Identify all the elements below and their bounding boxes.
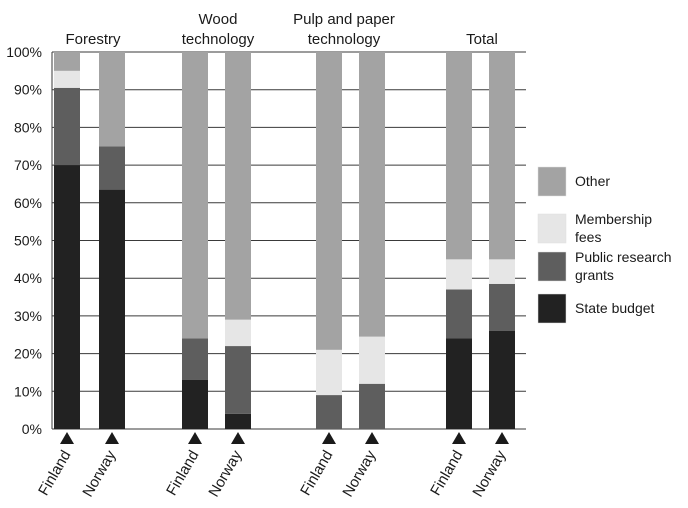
x-category-label: Finland xyxy=(427,448,466,499)
group-title: Total xyxy=(466,31,498,48)
y-tick-label: 50% xyxy=(14,233,42,249)
bar-segment-public-research-grants xyxy=(99,146,125,190)
bar-marker-triangle xyxy=(452,432,466,444)
group-title: Pulp and paper xyxy=(293,11,395,28)
bar-segment-membership-fees xyxy=(225,319,251,347)
bar-segment-membership-fees xyxy=(359,336,385,384)
y-tick-label: 30% xyxy=(14,308,42,324)
group-title: technology xyxy=(308,31,381,48)
group-title: Forestry xyxy=(65,31,121,48)
y-tick-label: 60% xyxy=(14,195,42,211)
bar-segment-membership-fees xyxy=(446,259,472,290)
bar-segment-other xyxy=(489,52,515,260)
bar-segment-other xyxy=(446,52,472,260)
bar-segment-state-budget xyxy=(225,413,251,429)
y-tick-label: 10% xyxy=(14,383,42,399)
legend-swatch-state-budget xyxy=(537,293,567,324)
x-category-label: Finland xyxy=(163,448,202,499)
x-category-label: Finland xyxy=(297,448,336,499)
x-category-label: Norway xyxy=(339,447,379,500)
bar-segment-public-research-grants xyxy=(225,346,251,414)
bar-segment-other xyxy=(225,52,251,320)
legend-swatch-membership-fees xyxy=(537,213,567,244)
bar-segment-public-research-grants xyxy=(316,395,342,429)
bar-segment-other xyxy=(359,52,385,337)
legend-label: Public research xyxy=(575,249,672,265)
bar-segment-public-research-grants xyxy=(54,87,80,166)
group-title: technology xyxy=(182,31,255,48)
y-tick-label: 40% xyxy=(14,270,42,286)
bar-segment-public-research-grants xyxy=(359,383,385,429)
bar-segment-public-research-grants xyxy=(446,289,472,339)
x-category-label: Norway xyxy=(205,447,245,500)
legend-swatch-public-research-grants xyxy=(537,251,567,282)
bar-segment-membership-fees xyxy=(489,259,515,284)
bar-marker-triangle xyxy=(105,432,119,444)
legend-label: Membership xyxy=(575,211,652,227)
legend-swatch-other xyxy=(537,166,567,197)
bar-segment-membership-fees xyxy=(54,70,80,88)
bar-segment-state-budget xyxy=(182,379,208,429)
bar-segment-other xyxy=(99,52,125,147)
group-title: Wood xyxy=(199,11,238,28)
x-category-label: Finland xyxy=(35,448,74,499)
bar-marker-triangle xyxy=(231,432,245,444)
bar-segment-public-research-grants xyxy=(182,338,208,380)
bar-marker-triangle xyxy=(322,432,336,444)
legend-label: fees xyxy=(575,229,601,245)
bar-segment-state-budget xyxy=(99,189,125,429)
bar-segment-public-research-grants xyxy=(489,283,515,331)
y-tick-label: 20% xyxy=(14,346,42,362)
bar-segment-state-budget xyxy=(489,330,515,429)
y-tick-label: 90% xyxy=(14,82,42,98)
legend-label: Other xyxy=(575,173,610,189)
bar-marker-triangle xyxy=(365,432,379,444)
y-tick-label: 80% xyxy=(14,119,42,135)
y-tick-label: 70% xyxy=(14,157,42,173)
bar-segment-other xyxy=(182,52,208,339)
y-tick-label: 100% xyxy=(6,44,42,60)
x-category-label: Norway xyxy=(469,447,509,500)
bar-marker-triangle xyxy=(188,432,202,444)
bar-segment-state-budget xyxy=(446,338,472,429)
x-category-label: Norway xyxy=(79,447,119,500)
bar-segment-other xyxy=(316,52,342,350)
bar-segment-other xyxy=(54,52,80,71)
bar-segment-membership-fees xyxy=(316,349,342,396)
bar-segment-state-budget xyxy=(54,165,80,429)
bar-marker-triangle xyxy=(495,432,509,444)
legend-label: grants xyxy=(575,267,614,283)
legend-label: State budget xyxy=(575,300,655,316)
bar-marker-triangle xyxy=(60,432,74,444)
y-tick-label: 0% xyxy=(22,421,42,437)
